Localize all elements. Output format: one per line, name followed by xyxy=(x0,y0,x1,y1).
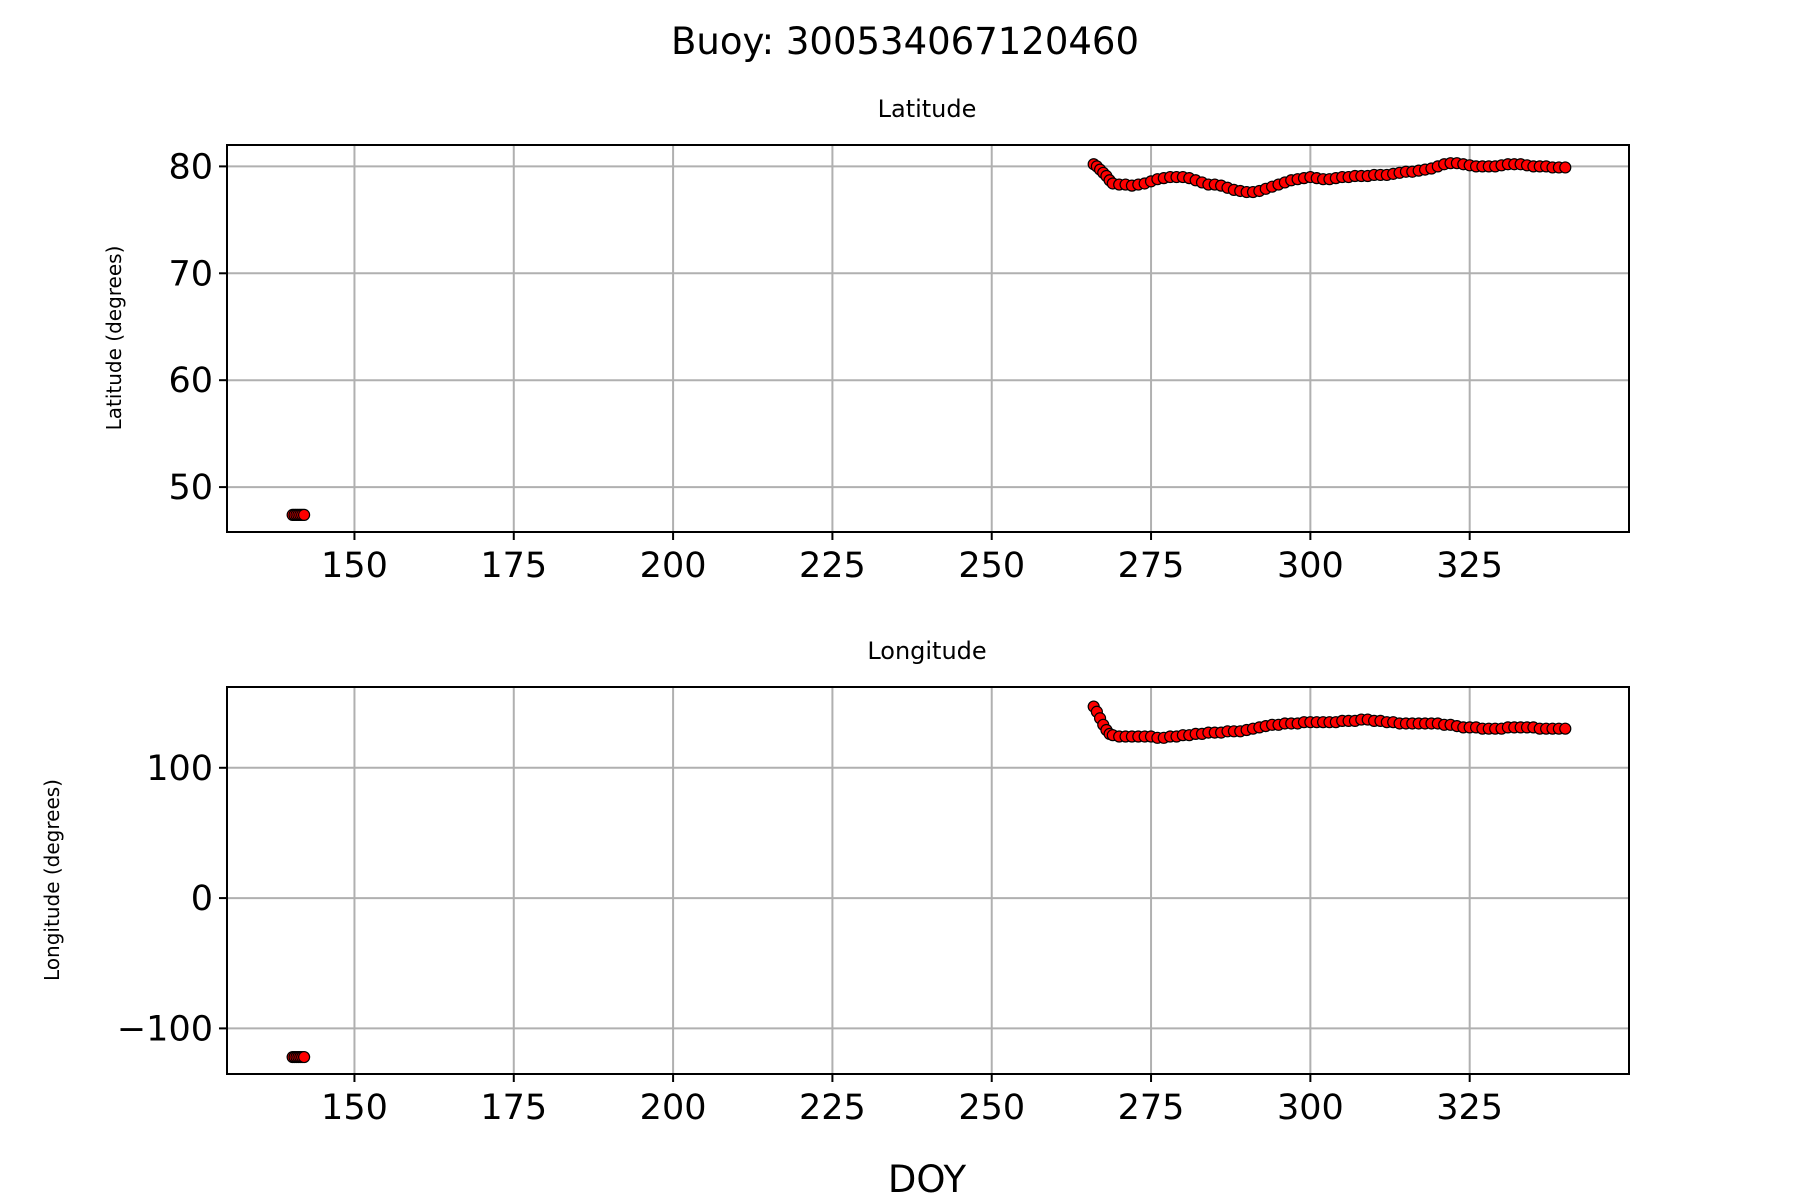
latitude-y-tick-label: 70 xyxy=(168,254,213,294)
longitude-panel: Longitude Longitude (degrees) 150 175 200 2… xyxy=(40,637,1630,1200)
longitude-x-tick-label: 300 xyxy=(1277,1088,1344,1128)
longitude-grid xyxy=(227,687,1629,1074)
latitude-marks xyxy=(286,157,1572,521)
latitude-x-tick-label: 150 xyxy=(321,546,388,586)
latitude-y-axis-label: Latitude (degrees) xyxy=(102,246,126,431)
longitude-x-tick-label: 325 xyxy=(1436,1088,1503,1128)
figure-suptitle: Buoy: 300534067120460 xyxy=(671,20,1139,63)
longitude-x-tick-label: 225 xyxy=(799,1088,866,1128)
latitude-x-tick-label: 200 xyxy=(640,546,707,586)
latitude-data-point xyxy=(298,508,311,521)
latitude-x-tick-label: 175 xyxy=(480,546,547,586)
latitude-x-tick-label: 325 xyxy=(1436,546,1503,586)
latitude-panel: Latitude Latitude (degrees) 150 175 200 225… xyxy=(102,95,1630,586)
longitude-x-tick-label: 250 xyxy=(958,1088,1025,1128)
latitude-y-tick-label: 80 xyxy=(168,147,213,187)
latitude-x-tick-label: 225 xyxy=(799,546,866,586)
longitude-y-axis-label: Longitude (degrees) xyxy=(40,779,64,981)
latitude-x-tick-label: 250 xyxy=(958,546,1025,586)
latitude-ticks: 150 175 200 225 250 275 300 325 50 60 70 80 xyxy=(168,147,1503,586)
longitude-plot-frame xyxy=(226,686,1630,1075)
longitude-x-tick-label: 275 xyxy=(1118,1088,1185,1128)
longitude-ticks: 150 175 200 225 250 275 300 325 −100 0 100 xyxy=(117,749,1503,1128)
longitude-x-tick-label: 200 xyxy=(640,1088,707,1128)
longitude-marks xyxy=(286,700,1572,1064)
longitude-data-point xyxy=(1559,722,1572,735)
longitude-y-tick-label: −100 xyxy=(117,1009,213,1049)
latitude-grid xyxy=(227,145,1629,532)
latitude-plot-frame xyxy=(226,144,1630,533)
latitude-y-tick-label: 50 xyxy=(168,468,213,508)
latitude-panel-title: Latitude xyxy=(878,95,977,123)
longitude-y-tick-label: 0 xyxy=(191,879,213,919)
longitude-y-tick-label: 100 xyxy=(146,749,213,789)
latitude-y-tick-label: 60 xyxy=(168,361,213,401)
longitude-data-point xyxy=(298,1050,311,1064)
longitude-x-axis-label: DOY xyxy=(888,1158,967,1200)
longitude-panel-title: Longitude xyxy=(867,637,986,665)
longitude-x-tick-label: 150 xyxy=(321,1088,388,1128)
latitude-data-point xyxy=(1559,161,1572,174)
latitude-x-tick-label: 275 xyxy=(1118,546,1185,586)
longitude-x-tick-label: 175 xyxy=(480,1088,547,1128)
latitude-x-tick-label: 300 xyxy=(1277,546,1344,586)
